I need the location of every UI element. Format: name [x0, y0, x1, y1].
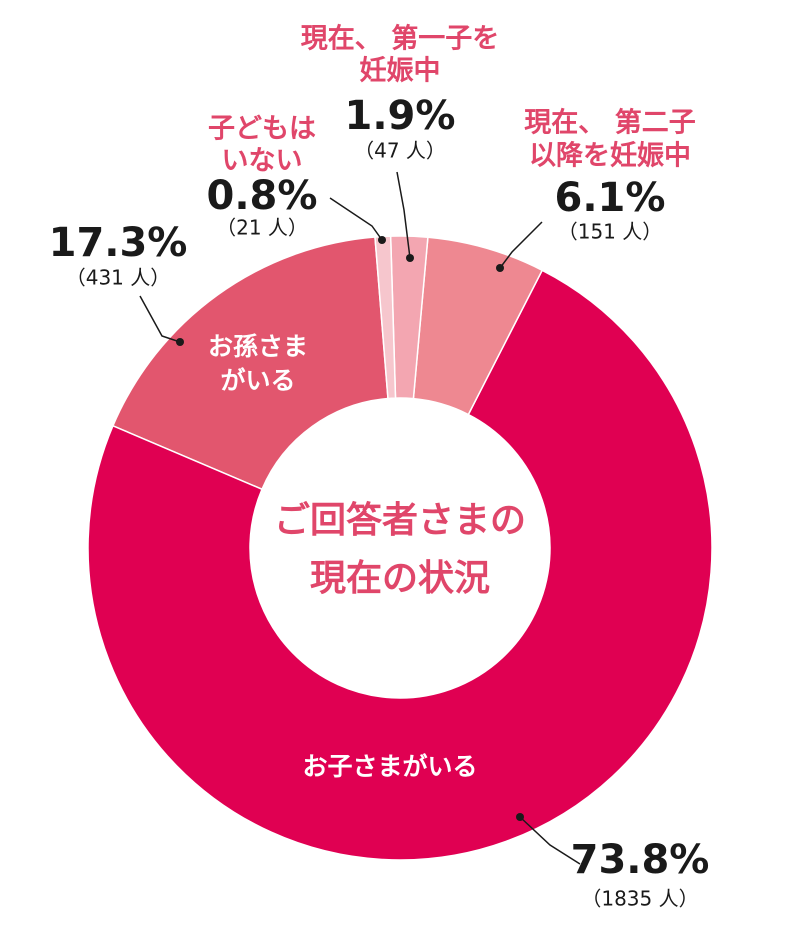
leader-dot [378, 236, 386, 244]
donut-slice [412, 236, 544, 416]
value-label: 17.3% [49, 220, 188, 266]
slice-label: お子さまがいる [302, 752, 477, 781]
slice-label: いない [222, 146, 303, 177]
center-title: 現在の状況 [310, 558, 490, 599]
leader-dot [516, 813, 524, 821]
slice-label: 妊娠中 [360, 56, 441, 87]
value-label: 73.8% [571, 837, 710, 883]
donut-slice [389, 235, 429, 400]
donut-slice [111, 236, 389, 491]
leader-line [139, 295, 181, 343]
count-label: （21 人） [216, 216, 308, 240]
slice-label: 現在、 第一子を [301, 23, 499, 55]
slice-label: 子どもは [208, 114, 316, 145]
slice-label: お孫さま [208, 332, 308, 361]
count-label: （431 人） [66, 266, 171, 290]
leader-line [396, 171, 411, 259]
count-label: （1835 人） [581, 887, 698, 911]
count-label: （151 人） [558, 220, 663, 244]
value-label: 1.9% [345, 93, 456, 139]
value-label: 0.8% [207, 173, 318, 219]
slice-label: 以降を妊娠中 [529, 141, 691, 172]
center-title: ご回答者さまの [274, 500, 526, 541]
slice-label: 現在、 第二子 [524, 107, 695, 139]
leader-dot [496, 264, 504, 272]
donut-slice [87, 269, 713, 861]
leader-line [499, 221, 543, 269]
leader-line [519, 816, 581, 865]
leader-dot [406, 254, 414, 262]
value-label: 6.1% [555, 175, 666, 221]
leader-dot [176, 338, 184, 346]
slice-label: がいる [220, 366, 295, 395]
leader-line [329, 197, 383, 241]
count-label: （47 人） [354, 139, 446, 163]
